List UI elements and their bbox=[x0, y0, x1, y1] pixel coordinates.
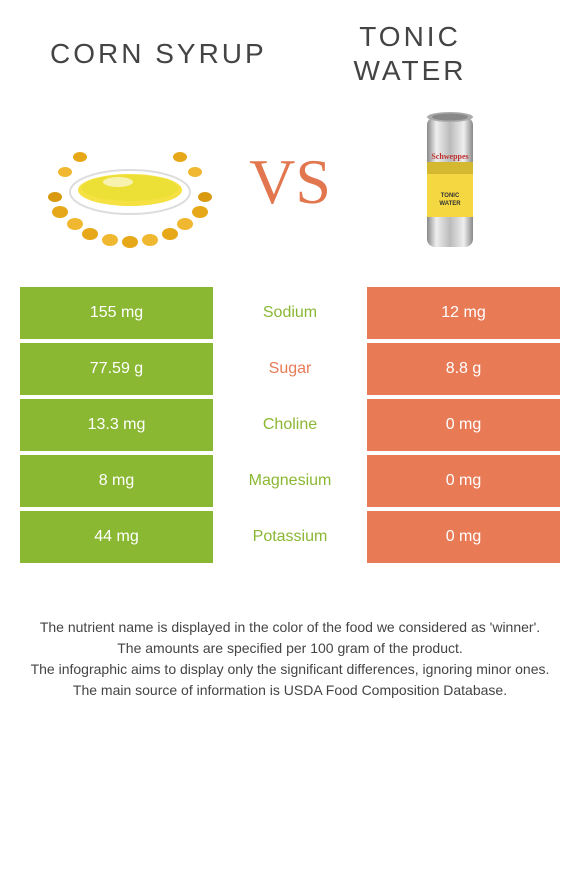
cell-right-value: 8.8 g bbox=[367, 343, 560, 395]
cell-right-value: 0 mg bbox=[367, 455, 560, 507]
cell-left-value: 155 mg bbox=[20, 287, 213, 339]
corn-syrup-image bbox=[40, 107, 220, 257]
cell-nutrient-label: Sugar bbox=[215, 343, 365, 395]
tonic-water-icon: Schweppes TONIC WATER bbox=[415, 107, 485, 257]
svg-text:Schweppes: Schweppes bbox=[431, 152, 468, 161]
vs-label: VS bbox=[249, 145, 331, 219]
footnote-line: The main source of information is USDA F… bbox=[15, 680, 565, 701]
cell-nutrient-label: Magnesium bbox=[215, 455, 365, 507]
cell-right-value: 0 mg bbox=[367, 511, 560, 563]
title-right: TONIC WATER bbox=[290, 20, 550, 87]
footnote-line: The infographic aims to display only the… bbox=[15, 659, 565, 680]
cell-right-value: 0 mg bbox=[367, 399, 560, 451]
title-right-line1: TONIC bbox=[359, 21, 461, 52]
title-left: CORN SYRUP bbox=[30, 37, 290, 71]
svg-text:WATER: WATER bbox=[439, 201, 461, 207]
images-row: VS Schweppes TONIC WATER bbox=[0, 97, 580, 287]
header-row: CORN SYRUP TONIC WATER bbox=[0, 0, 580, 97]
table-row: 155 mgSodium12 mg bbox=[20, 287, 560, 339]
svg-text:TONIC: TONIC bbox=[441, 193, 460, 199]
cell-nutrient-label: Potassium bbox=[215, 511, 365, 563]
corn-syrup-icon bbox=[40, 112, 220, 252]
table-row: 13.3 mgCholine0 mg bbox=[20, 399, 560, 451]
footnote-line: The amounts are specified per 100 gram o… bbox=[15, 638, 565, 659]
title-right-line2: WATER bbox=[354, 55, 467, 86]
cell-left-value: 13.3 mg bbox=[20, 399, 213, 451]
tonic-water-image: Schweppes TONIC WATER bbox=[360, 107, 540, 257]
table-row: 8 mgMagnesium0 mg bbox=[20, 455, 560, 507]
footnote-line: The nutrient name is displayed in the co… bbox=[15, 617, 565, 638]
cell-nutrient-label: Sodium bbox=[215, 287, 365, 339]
table-row: 44 mgPotassium0 mg bbox=[20, 511, 560, 563]
cell-left-value: 8 mg bbox=[20, 455, 213, 507]
footnotes: The nutrient name is displayed in the co… bbox=[0, 567, 580, 701]
cell-right-value: 12 mg bbox=[367, 287, 560, 339]
cell-left-value: 77.59 g bbox=[20, 343, 213, 395]
cell-nutrient-label: Choline bbox=[215, 399, 365, 451]
comparison-table: 155 mgSodium12 mg77.59 gSugar8.8 g13.3 m… bbox=[0, 287, 580, 563]
cell-left-value: 44 mg bbox=[20, 511, 213, 563]
table-row: 77.59 gSugar8.8 g bbox=[20, 343, 560, 395]
